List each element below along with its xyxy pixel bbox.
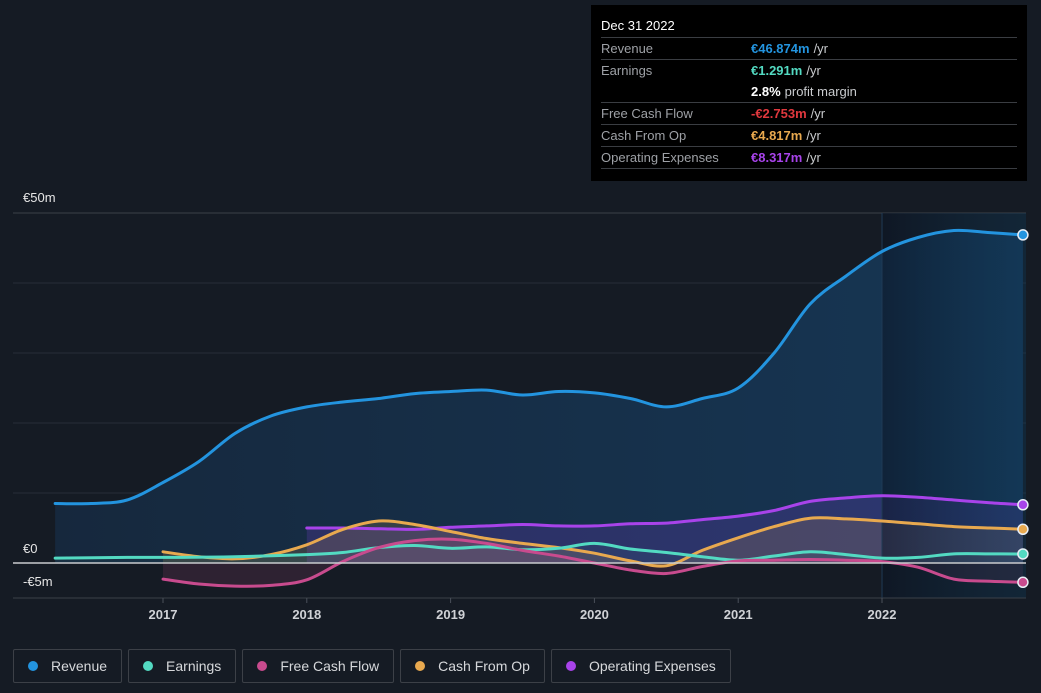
- tooltip-row: Earnings €1.291m/yr: [601, 60, 1017, 81]
- highlight-band: [882, 213, 1026, 598]
- tooltip-date: Dec 31 2022: [601, 15, 1017, 38]
- x-tick-label: 2022: [868, 607, 897, 622]
- x-tick-label: 2021: [724, 607, 753, 622]
- legend-item-operating-expenses[interactable]: Operating Expenses: [550, 649, 731, 683]
- line-revenue: [53, 228, 1025, 506]
- legend-item-revenue[interactable]: Revenue: [13, 649, 123, 683]
- legend-dot-icon: [565, 661, 576, 671]
- area-free-cash-flow: [163, 539, 1023, 587]
- end-markers: [1017, 229, 1029, 589]
- end-marker-earnings: [1017, 548, 1029, 560]
- line-earnings: [53, 541, 1025, 562]
- tooltip-row-label: Revenue: [601, 41, 654, 56]
- end-marker-revenue: [1017, 229, 1029, 241]
- legend: Revenue Earnings Free Cash Flow Cash From O…: [13, 649, 731, 683]
- x-tick-label: 2020: [580, 607, 609, 622]
- area-revenue: [55, 230, 1023, 563]
- legend-dot-icon: [143, 661, 154, 671]
- line-operating-expenses: [305, 494, 1025, 531]
- legend-label: Earnings: [166, 658, 222, 674]
- y-tick-label: €0: [23, 541, 37, 556]
- legend-dot-icon: [28, 661, 38, 671]
- tooltip-row-unit: /yr: [806, 63, 821, 78]
- legend-label: Revenue: [51, 658, 108, 674]
- legend-label: Cash From Op: [438, 658, 530, 674]
- legend-item-earnings[interactable]: Earnings: [128, 649, 237, 683]
- tooltip-row: Operating Expenses €8.317m/yr: [601, 147, 1017, 169]
- tooltip-row-value: €1.291m: [751, 63, 803, 78]
- y-tick-label: €50m: [23, 190, 56, 205]
- legend-label: Free Cash Flow: [280, 658, 380, 674]
- tooltip-row-unit: /yr: [806, 150, 821, 165]
- end-marker-free-cash-flow: [1017, 576, 1029, 589]
- tooltip-row: Free Cash Flow -€2.753m/yr: [601, 103, 1017, 125]
- tooltip-row-unit: profit margin: [784, 84, 857, 99]
- tooltip-row-unit: /yr: [810, 106, 826, 121]
- tooltip-row-label: Free Cash Flow: [601, 106, 693, 121]
- forecast-highlight: [881, 213, 1026, 598]
- line-cash-from-op: [161, 516, 1025, 568]
- tooltip-row-label: Earnings: [601, 63, 653, 78]
- tooltip-row-unit: /yr: [806, 128, 821, 143]
- x-tick-label: 2017: [149, 607, 178, 622]
- legend-dot-icon: [415, 661, 426, 671]
- end-marker-operating-expenses: [1017, 499, 1029, 511]
- tooltip-row-label: [601, 81, 751, 102]
- legend-label: Operating Expenses: [588, 658, 716, 674]
- tooltip-row: 2.8% profit margin: [601, 81, 1017, 103]
- series-lines: [53, 228, 1025, 588]
- series-areas: [55, 230, 1023, 587]
- tooltip-row: Revenue €46.874m/yr: [601, 38, 1017, 60]
- tooltip-row: Cash From Op €4.817m/yr: [601, 125, 1017, 147]
- y-tick-label: -€5m: [23, 574, 53, 589]
- tooltip-row-unit: /yr: [813, 41, 829, 56]
- tooltip-row-value: €46.874m: [751, 41, 810, 56]
- legend-item-cash-from-op[interactable]: Cash From Op: [400, 649, 545, 683]
- tooltip-row-label: Cash From Op: [601, 128, 687, 143]
- x-tick-label: 2018: [292, 607, 321, 622]
- tooltip-row-value: 2.8%: [751, 84, 781, 99]
- axes: €50m €0 -€5m 2017 2018 2019 2020 2021 2022: [13, 190, 1026, 622]
- tooltip-row-value: €8.317m: [751, 150, 803, 165]
- data-tooltip: Dec 31 2022 Revenue €46.874m/yr Earnings €1…: [591, 5, 1027, 181]
- tooltip-row-value: €4.817m: [751, 128, 803, 143]
- tooltip-row-label: Operating Expenses: [601, 150, 719, 165]
- tooltip-row-value: -€2.753m: [751, 106, 807, 121]
- end-marker-cash-from-op: [1017, 523, 1029, 536]
- x-tick-label: 2019: [436, 607, 465, 622]
- legend-item-free-cash-flow[interactable]: Free Cash Flow: [242, 649, 395, 683]
- legend-dot-icon: [257, 661, 268, 671]
